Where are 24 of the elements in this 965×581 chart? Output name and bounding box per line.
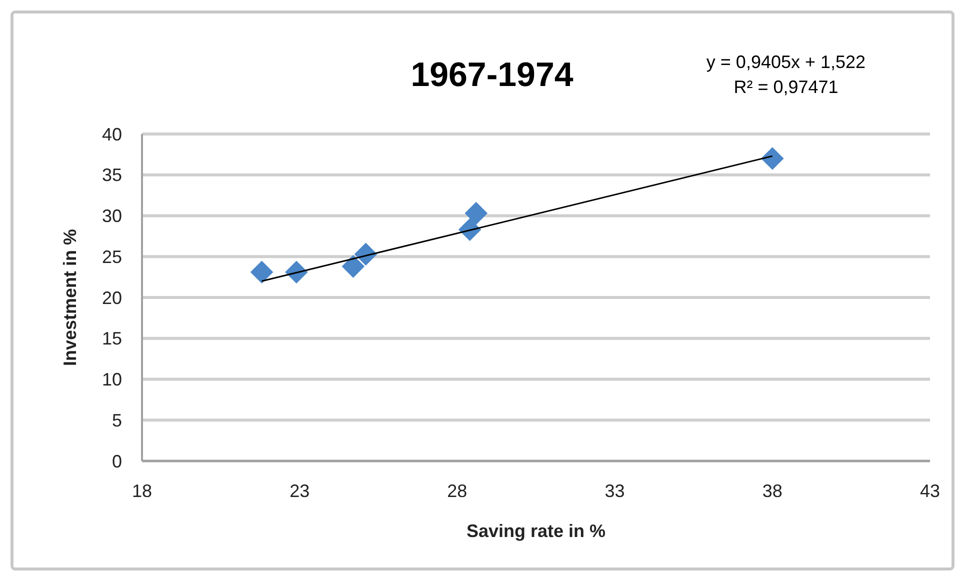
point bbox=[250, 260, 274, 284]
point bbox=[342, 255, 365, 278]
x-tick-label: 28 bbox=[447, 481, 468, 501]
point bbox=[761, 147, 784, 170]
text: R² = 0,97471 bbox=[734, 77, 838, 97]
y-tick-label: 15 bbox=[102, 328, 122, 349]
y-tick-label: 5 bbox=[112, 410, 122, 430]
text: y = 0,9405x + 1,522 bbox=[706, 52, 866, 72]
x-tick-label: 33 bbox=[604, 481, 625, 501]
y-tick-label: 20 bbox=[102, 288, 122, 308]
chart-title: 1967-1974 bbox=[410, 56, 574, 94]
y-tick-label: 35 bbox=[102, 165, 122, 186]
y-tick-label: 40 bbox=[102, 124, 122, 144]
x-tick-label: 43 bbox=[920, 481, 940, 501]
y-tick-label: 10 bbox=[102, 370, 122, 390]
x-tick-label: 38 bbox=[762, 481, 782, 501]
y-tick-label: 0 bbox=[112, 451, 122, 472]
y-tick-label: 25 bbox=[102, 246, 122, 267]
x-tick-label: 23 bbox=[290, 481, 310, 501]
x-axis-title: Saving rate in % bbox=[466, 521, 606, 541]
point bbox=[464, 202, 488, 225]
x-tick-label: 18 bbox=[132, 481, 152, 501]
y-axis-title: Investment in % bbox=[60, 228, 80, 366]
y-tick-label: 30 bbox=[102, 206, 122, 226]
